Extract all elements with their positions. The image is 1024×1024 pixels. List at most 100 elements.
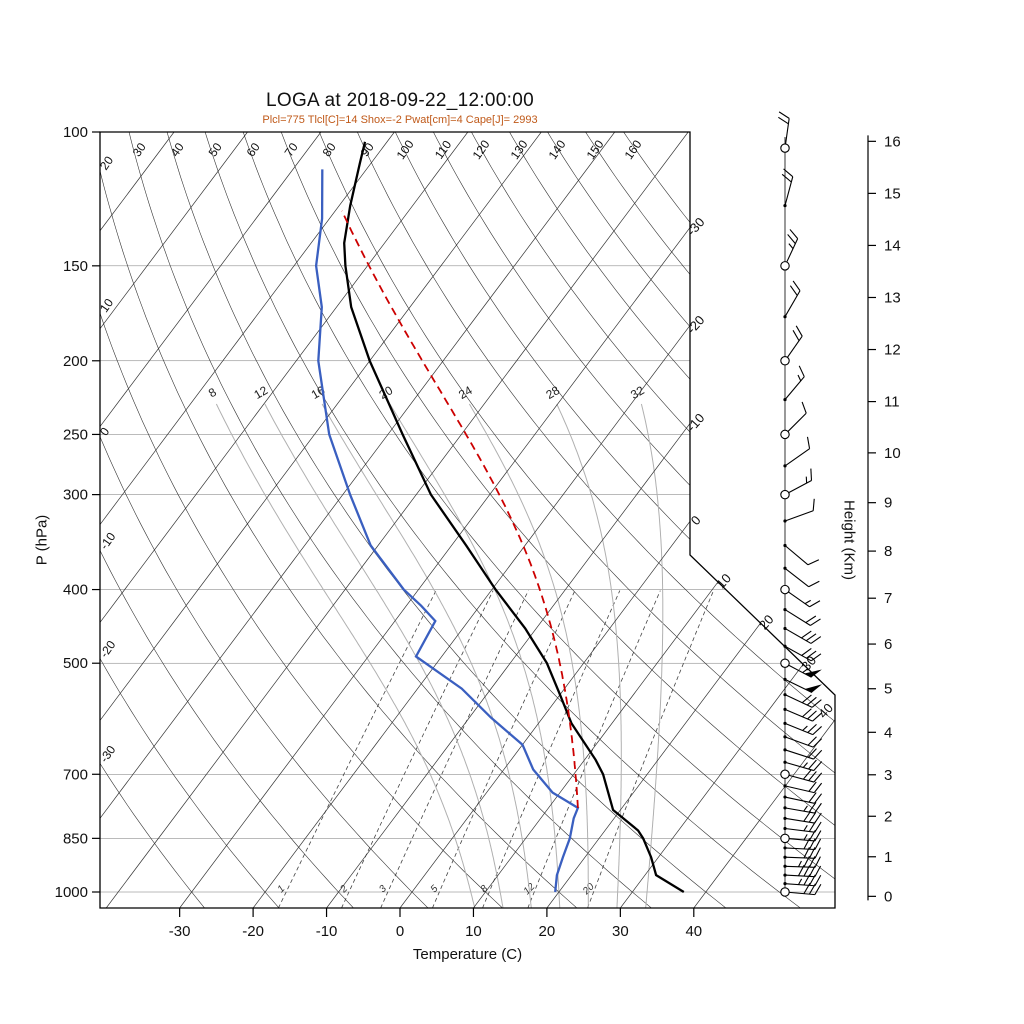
svg-text:40: 40 [685, 923, 702, 940]
svg-text:10: 10 [465, 923, 482, 940]
wind-level-dot [783, 315, 787, 319]
wind-level-circle [780, 584, 790, 595]
svg-text:8: 8 [884, 543, 892, 560]
svg-text:0: 0 [884, 888, 892, 905]
wind-level-dot [783, 398, 787, 402]
svg-text:24: 24 [456, 383, 475, 402]
wind-level-dot [783, 677, 787, 681]
y-axis-label: P (hPa) [33, 514, 51, 566]
wind-level-circle [780, 887, 790, 897]
svg-text:250: 250 [63, 426, 88, 443]
svg-text:4: 4 [884, 724, 892, 741]
wind-level-circle [780, 429, 790, 440]
svg-text:100: 100 [63, 124, 88, 141]
svg-text:500: 500 [63, 655, 88, 672]
svg-text:15: 15 [884, 185, 901, 202]
wind-barb-column [778, 111, 823, 897]
mixing-ratio-labels: 1 2 3 5 8 12 20 [276, 881, 597, 898]
wind-level-dot [783, 464, 787, 468]
svg-text:20: 20 [539, 923, 556, 940]
svg-text:14: 14 [884, 237, 901, 254]
wind-level-dot [783, 721, 787, 725]
svg-text:70: 70 [282, 140, 301, 159]
svg-text:200: 200 [63, 353, 88, 370]
svg-text:-30: -30 [169, 923, 191, 940]
wind-level-circle [780, 356, 790, 366]
svg-text:8: 8 [206, 385, 219, 401]
svg-text:30: 30 [130, 140, 149, 159]
svg-text:-20: -20 [242, 923, 264, 940]
isobar-lines [100, 132, 835, 893]
x-axis-label: Temperature (C) [412, 946, 523, 963]
wind-level-dot [783, 543, 787, 548]
svg-text:28: 28 [544, 383, 563, 402]
wind-level-circle [780, 833, 790, 844]
wind-level-dot [783, 626, 787, 631]
svg-text:40: 40 [168, 140, 187, 159]
svg-text:100: 100 [394, 137, 417, 162]
svg-text:10: 10 [884, 445, 901, 462]
wind-level-dot [783, 607, 787, 612]
svg-text:9: 9 [884, 495, 892, 512]
plot-frame [99, 131, 836, 909]
axis-ticks-and-labels: -30 -20 -10 0 10 20 30 401001502002503004005007… [55, 124, 703, 940]
height-axis-label: Height (Km) [840, 499, 858, 581]
wind-level-dot [783, 846, 787, 850]
wind-level-dot [783, 784, 787, 788]
svg-text:1: 1 [884, 849, 892, 866]
svg-text:80: 80 [320, 140, 339, 159]
wind-level-circle [780, 489, 790, 500]
svg-text:2: 2 [884, 808, 892, 825]
wind-level-dot [783, 816, 787, 820]
dry-adiabat-lines [100, 132, 835, 908]
wind-level-dot [783, 566, 787, 570]
svg-text:300: 300 [63, 487, 88, 504]
svg-text:60: 60 [244, 140, 263, 159]
wind-level-dot [783, 795, 787, 799]
parcel-curve [341, 210, 579, 808]
svg-text:160: 160 [622, 137, 645, 162]
wind-level-dot [783, 826, 787, 831]
wind-level-dot [783, 735, 787, 739]
svg-text:40: 40 [815, 700, 836, 721]
wind-level-circle [780, 658, 790, 668]
svg-text:1: 1 [276, 883, 288, 895]
wind-level-dot [783, 204, 787, 208]
wind-level-circle [780, 769, 790, 780]
svg-text:5: 5 [884, 681, 892, 698]
mixing-ratio-lines [278, 590, 714, 908]
svg-text:120: 120 [470, 137, 493, 162]
wind-level-circle [780, 143, 790, 153]
wind-level-dot [783, 707, 787, 711]
svg-text:850: 850 [63, 830, 88, 847]
svg-text:30: 30 [612, 923, 629, 940]
wind-level-dot [783, 864, 787, 868]
svg-text:12: 12 [252, 383, 271, 402]
wind-level-dot [783, 806, 787, 810]
svg-text:-10: -10 [316, 923, 338, 940]
svg-text:-30: -30 [684, 215, 708, 239]
wind-level-dot [783, 644, 787, 648]
chart-subtitle: Plcl=775 Tlcl[C]=14 Shox=-2 Pwat[cm]=4 C… [262, 114, 538, 126]
chart-title: LOGA at 2018-09-22_12:00:00 [266, 90, 534, 111]
svg-text:6: 6 [884, 636, 892, 653]
svg-text:3: 3 [884, 767, 892, 784]
svg-text:400: 400 [63, 582, 88, 599]
svg-text:12: 12 [884, 342, 901, 359]
wind-level-dot [783, 519, 787, 523]
svg-text:16: 16 [884, 133, 901, 150]
wind-level-dot [783, 855, 787, 859]
wind-level-dot [783, 873, 787, 877]
svg-text:1000: 1000 [55, 884, 88, 901]
svg-text:110: 110 [432, 138, 455, 162]
svg-text:7: 7 [884, 590, 892, 607]
wind-level-dot [783, 760, 787, 764]
svg-text:150: 150 [63, 258, 88, 275]
wind-level-circle [780, 261, 790, 271]
svg-text:700: 700 [63, 766, 88, 783]
